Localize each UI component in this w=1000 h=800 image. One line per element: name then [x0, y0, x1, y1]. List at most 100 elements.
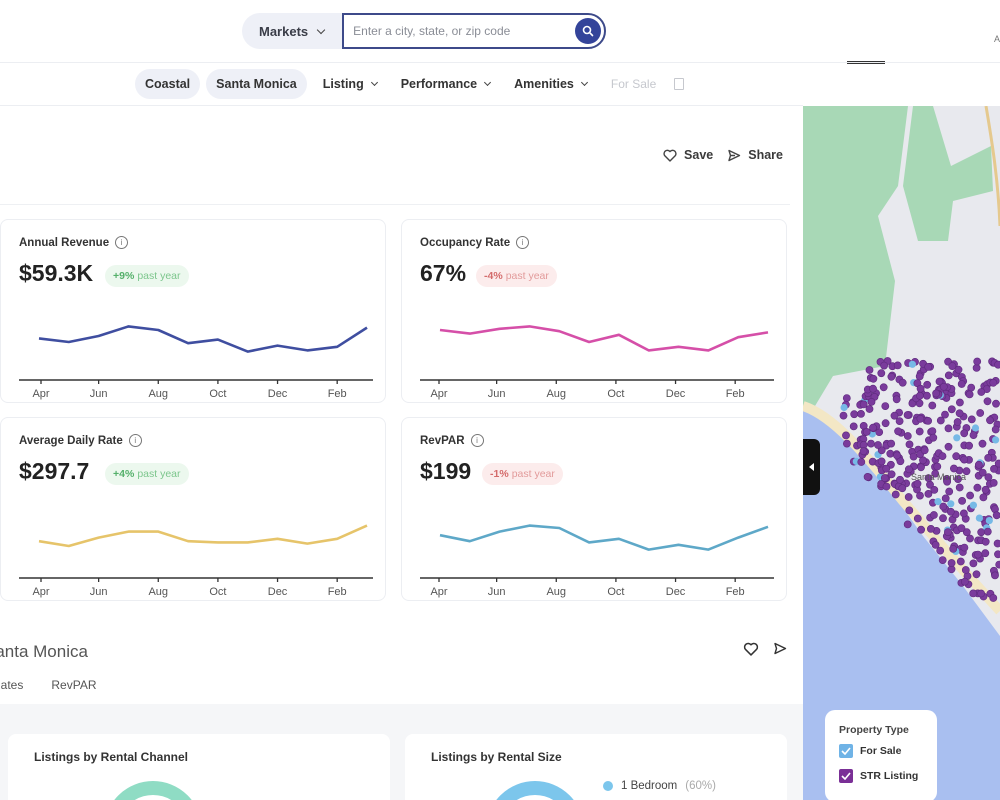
str-listing-marker[interactable]	[954, 475, 962, 483]
account-menu[interactable]: A	[993, 34, 1000, 44]
str-listing-marker[interactable]	[905, 465, 913, 474]
info-icon[interactable]: i	[115, 236, 129, 249]
str-listing-marker[interactable]	[877, 369, 886, 378]
str-listing-marker[interactable]	[904, 493, 913, 501]
str-listing-marker[interactable]	[887, 439, 896, 448]
str-listing-marker[interactable]	[994, 550, 1000, 559]
str-listing-marker[interactable]	[898, 378, 907, 387]
filter-chip-coastal[interactable]: Coastal	[135, 69, 201, 99]
str-listing-marker[interactable]	[917, 463, 925, 472]
str-listing-marker[interactable]	[944, 424, 953, 433]
filter-chip-santa-monica[interactable]: Santa Monica	[206, 69, 307, 99]
str-listing-marker[interactable]	[981, 537, 990, 546]
str-listing-marker[interactable]	[869, 374, 878, 383]
str-listing-marker[interactable]	[850, 410, 859, 419]
str-listing-marker[interactable]	[877, 446, 886, 455]
str-listing-marker[interactable]	[960, 577, 969, 586]
str-listing-marker[interactable]	[930, 485, 939, 494]
str-listing-marker[interactable]	[953, 418, 962, 426]
str-listing-marker[interactable]	[909, 452, 918, 461]
str-listing-marker[interactable]	[896, 475, 904, 484]
str-listing-marker[interactable]	[890, 411, 899, 420]
str-listing-marker[interactable]	[923, 391, 931, 400]
str-listing-marker[interactable]	[932, 389, 940, 398]
map-panel[interactable]: Santa Monica Property Type For Sale STR …	[803, 106, 1000, 800]
str-listing-marker[interactable]	[944, 442, 953, 451]
str-listing-marker[interactable]	[933, 462, 942, 471]
str-listing-marker[interactable]	[874, 441, 882, 449]
str-listing-marker[interactable]	[867, 397, 876, 406]
str-listing-marker[interactable]	[962, 528, 971, 537]
str-listing-marker[interactable]	[947, 405, 956, 414]
str-listing-marker[interactable]	[887, 372, 896, 381]
str-listing-marker[interactable]	[966, 534, 974, 543]
for-sale-marker[interactable]	[975, 514, 983, 522]
for-sale-marker[interactable]	[992, 436, 1000, 444]
str-listing-marker[interactable]	[960, 429, 969, 438]
str-listing-marker[interactable]	[929, 433, 938, 442]
str-listing-marker[interactable]	[924, 416, 932, 425]
str-listing-marker[interactable]	[956, 557, 965, 566]
str-listing-marker[interactable]	[976, 409, 985, 417]
str-listing-marker[interactable]	[892, 395, 901, 404]
str-listing-marker[interactable]	[989, 378, 998, 387]
str-listing-marker[interactable]	[939, 382, 948, 391]
str-listing-marker[interactable]	[977, 388, 986, 396]
search-input[interactable]	[353, 24, 564, 38]
str-listing-marker[interactable]	[896, 457, 905, 466]
str-listing-marker[interactable]	[903, 520, 912, 529]
str-listing-marker[interactable]	[891, 490, 900, 499]
for-sale-checkbox[interactable]: For Sale	[839, 744, 923, 758]
str-listing-marker[interactable]	[905, 440, 914, 449]
save-button[interactable]: Save	[663, 148, 713, 162]
str-listing-marker[interactable]	[916, 391, 924, 400]
str-listing-marker[interactable]	[991, 571, 999, 580]
str-listing-marker[interactable]	[983, 397, 992, 406]
str-listing-marker[interactable]	[994, 459, 1000, 468]
str-listing-marker[interactable]	[928, 427, 937, 435]
info-icon[interactable]: i	[470, 434, 484, 447]
str-listing-marker[interactable]	[881, 419, 890, 428]
str-listing-checkbox[interactable]: STR Listing	[839, 769, 923, 783]
str-listing-marker[interactable]	[880, 474, 889, 482]
str-listing-marker[interactable]	[983, 527, 992, 536]
str-listing-marker[interactable]	[944, 371, 953, 380]
str-listing-marker[interactable]	[849, 422, 858, 431]
str-listing-marker[interactable]	[879, 383, 888, 392]
str-listing-marker[interactable]	[992, 399, 1000, 408]
str-listing-marker[interactable]	[955, 398, 964, 407]
str-listing-marker[interactable]	[916, 414, 925, 423]
search-field[interactable]	[342, 13, 607, 49]
for-sale-marker[interactable]	[969, 501, 977, 509]
for-sale-marker[interactable]	[947, 500, 955, 508]
str-listing-marker[interactable]	[954, 365, 963, 374]
str-listing-marker[interactable]	[974, 550, 982, 559]
str-listing-marker[interactable]	[938, 556, 947, 564]
str-listing-marker[interactable]	[869, 384, 877, 393]
str-listing-marker[interactable]	[842, 431, 850, 440]
heart-icon[interactable]	[743, 642, 759, 656]
str-listing-marker[interactable]	[973, 483, 982, 492]
str-listing-marker[interactable]	[969, 559, 978, 568]
str-listing-marker[interactable]	[865, 366, 874, 374]
str-listing-marker[interactable]	[962, 467, 971, 476]
str-listing-marker[interactable]	[973, 357, 982, 366]
str-listing-marker[interactable]	[913, 479, 922, 488]
str-listing-marker[interactable]	[936, 416, 945, 425]
str-listing-marker[interactable]	[965, 441, 973, 450]
str-listing-marker[interactable]	[865, 405, 874, 413]
str-listing-marker[interactable]	[939, 514, 947, 523]
str-listing-marker[interactable]	[915, 372, 924, 381]
str-listing-marker[interactable]	[877, 457, 886, 466]
str-listing-marker[interactable]	[978, 468, 987, 477]
str-listing-marker[interactable]	[935, 377, 944, 386]
str-listing-marker[interactable]	[947, 559, 956, 567]
str-listing-marker[interactable]	[882, 464, 891, 473]
str-listing-marker[interactable]	[977, 589, 985, 598]
str-listing-marker[interactable]	[913, 514, 922, 523]
str-listing-marker[interactable]	[869, 423, 877, 432]
share-button[interactable]: Share	[727, 148, 783, 162]
map-canvas[interactable]	[803, 106, 1000, 800]
str-listing-marker[interactable]	[893, 361, 902, 370]
str-listing-marker[interactable]	[967, 383, 976, 392]
